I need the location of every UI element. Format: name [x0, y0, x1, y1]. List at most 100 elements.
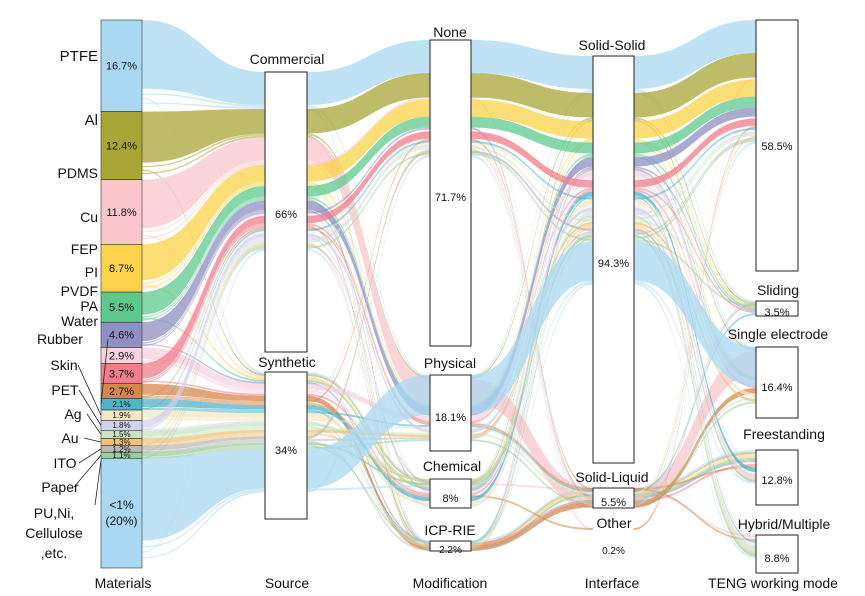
flow-strand — [471, 203, 593, 543]
flow-strand — [634, 195, 756, 543]
leader-line — [77, 364, 102, 416]
flow-strand — [307, 416, 430, 543]
node-name-label: Single electrode — [728, 326, 829, 342]
flow-strand — [142, 244, 265, 453]
flow-strand — [307, 133, 430, 379]
material-percent-label: 1.3% — [112, 438, 130, 447]
material-percent-label: 4.6% — [109, 330, 134, 342]
flow-strand — [307, 97, 430, 165]
material-segment — [100, 19, 143, 112]
flow-strand — [142, 183, 265, 289]
node-percent-label: 0.2% — [602, 546, 625, 557]
flow-strand — [471, 138, 593, 405]
flow-strand — [471, 425, 593, 492]
flow-source-modification — [307, 150, 430, 439]
flow-strand — [307, 213, 430, 544]
material-percent-label: 3.7% — [109, 368, 134, 380]
flow-strand — [307, 248, 430, 543]
flow-strand — [142, 162, 265, 240]
flow-strand — [471, 488, 593, 543]
node-percent-label: 66% — [275, 209, 297, 221]
material-segment — [100, 244, 143, 293]
material-percent-label: 5.5% — [109, 302, 134, 314]
node-percent-label: 71.7% — [435, 192, 466, 204]
node-percent-label: 8.8% — [764, 553, 789, 565]
flow-material-source — [142, 442, 265, 457]
node-box — [429, 540, 472, 552]
node-box — [755, 449, 799, 506]
flow-source-modification — [307, 200, 430, 416]
node-box — [592, 487, 635, 509]
flow-strand — [307, 146, 430, 243]
flow-strand — [634, 133, 756, 221]
node-name-label: Commercial — [250, 51, 325, 67]
flow-strand — [307, 227, 430, 426]
flow-interface-mode — [634, 170, 756, 387]
flow-strand — [634, 205, 756, 545]
flow-source-modification — [307, 413, 430, 505]
flow-material-source — [142, 200, 265, 342]
flow-strand — [142, 234, 265, 378]
node-percent-label: 8% — [443, 493, 459, 505]
flow-strand — [634, 211, 756, 547]
material-percent-label: 1.5% — [112, 430, 130, 439]
node-name-label: Other — [596, 515, 631, 531]
flow-strand — [634, 488, 756, 541]
flow-strand — [634, 203, 756, 475]
node-name-label: Physical — [424, 355, 476, 371]
material-name-label: ,etc. — [41, 545, 67, 561]
flow-strand — [142, 317, 265, 382]
flow-strand — [142, 223, 265, 381]
node-percent-label: 3.5% — [764, 307, 789, 319]
flow-strand — [634, 153, 756, 309]
flow-strand — [634, 127, 756, 200]
flow-strand — [471, 218, 593, 547]
material-name-label: Cu — [80, 209, 98, 225]
flow-strand — [471, 153, 593, 242]
leader-line — [83, 437, 102, 443]
material-percent-label: 1.1% — [112, 451, 130, 460]
flow-modification-interface — [471, 116, 593, 154]
node-box — [755, 19, 799, 272]
flow-material-source — [142, 233, 265, 428]
flow-material-source — [142, 383, 265, 402]
material-name-label: PU,Ni, — [34, 505, 74, 521]
material-name-label: Al — [85, 112, 98, 129]
flow-strand — [634, 220, 756, 303]
node-box — [592, 55, 635, 464]
node-box — [429, 39, 472, 347]
flow-interface-mode — [634, 52, 756, 118]
flow-strand — [307, 236, 430, 507]
material-percent-label: 2.1% — [112, 400, 130, 409]
flow-strand — [142, 440, 265, 453]
flow-material-source — [142, 436, 265, 451]
material-segment — [100, 179, 143, 245]
flow-strand — [471, 492, 593, 549]
flow-strand — [471, 423, 593, 490]
flow-strand — [634, 140, 756, 377]
flow-strand — [142, 418, 265, 421]
flow-strand — [471, 146, 593, 223]
flow-strand — [307, 183, 430, 549]
flow-strand — [307, 138, 430, 404]
node-name-label: ICP-RIE — [424, 522, 475, 538]
flow-strand — [471, 213, 593, 545]
material-segment — [100, 111, 143, 180]
material-percent-label: 8.7% — [109, 263, 134, 275]
material-name-label: PA — [80, 298, 98, 314]
flow-source-modification — [307, 422, 430, 482]
node-percent-label: 58.5% — [761, 141, 792, 153]
flow-source-modification — [307, 72, 430, 134]
flow-strand — [307, 420, 430, 545]
flow-strand — [634, 137, 756, 235]
flow-modification-interface — [471, 215, 593, 482]
leader-line — [94, 460, 102, 506]
flow-strand — [634, 141, 756, 506]
flow-modification-interface — [471, 150, 593, 231]
flow-strand — [634, 464, 756, 502]
flow-strand — [142, 490, 265, 559]
material-percent-label: 11.8% — [106, 207, 137, 219]
flow-strand — [307, 140, 430, 232]
flow-strand — [142, 242, 265, 446]
